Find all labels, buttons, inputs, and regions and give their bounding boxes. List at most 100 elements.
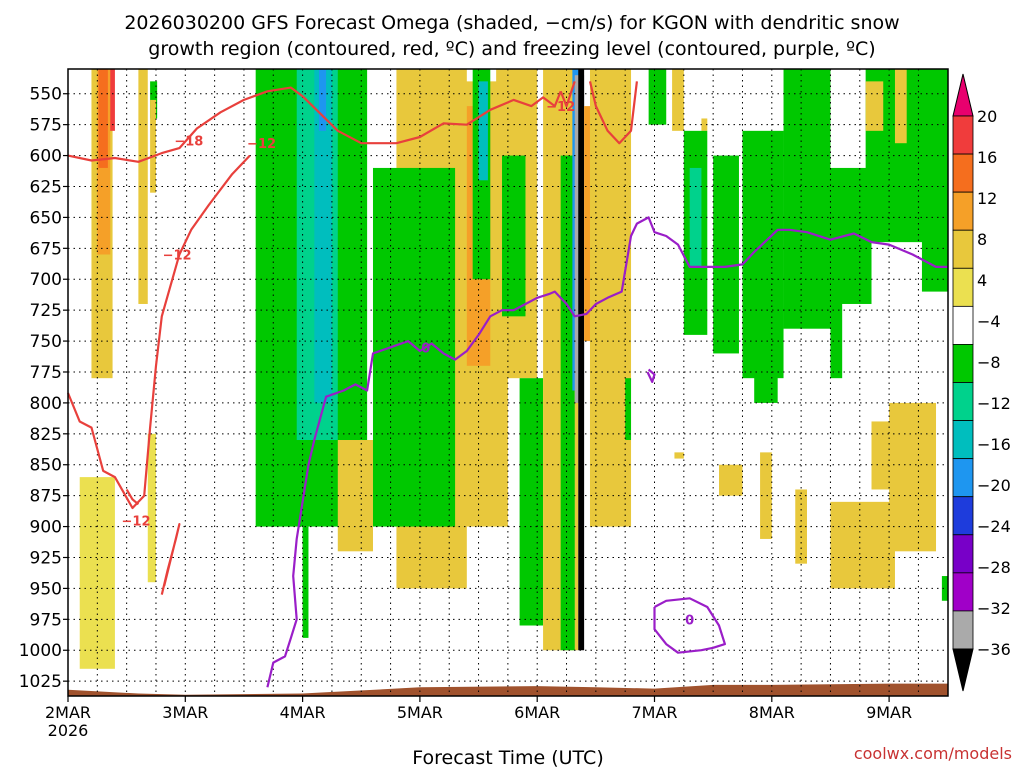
ground-layer: [68, 683, 948, 696]
omega-region-32: [648, 69, 667, 125]
freezing-contour-label-2: 0: [685, 613, 694, 628]
colorbar-swatch-7: [952, 382, 974, 421]
omega-region-3: [98, 69, 108, 168]
colorbar-label-3: 8: [977, 230, 987, 249]
y-tick-label-1: 575: [30, 116, 62, 136]
dgz-contour-label-5: −12: [546, 100, 575, 115]
omega-region-12: [319, 69, 327, 131]
chart-title-line1: 2026030200 GFS Forecast Omega (shaded, −…: [124, 12, 899, 34]
colorbar-label-9: −20: [977, 476, 1011, 495]
omega-region-7: [79, 477, 115, 669]
colorbar-label-4: 4: [977, 271, 987, 290]
plot-area: −18 −12 −12 −12 −12 0 0: [66, 68, 949, 697]
y-axis: 550 575 600 625 650 675 700 725 750 775 800 825 850 8…: [19, 85, 68, 692]
x-tick-sublabel-0: 2026: [48, 721, 89, 740]
dgz-contour-label-2: −12: [163, 249, 192, 264]
x-axis-label: Forecast Time (UTC): [412, 747, 603, 768]
colorbar-swatch-12: [952, 572, 974, 612]
colorbar-swatch-4: [952, 267, 974, 307]
x-tick-label-4: 6MAR: [514, 703, 560, 722]
ground-terrain: [68, 683, 948, 696]
colorbar-top-triangle: [952, 73, 974, 117]
dgz-contour-line-4: [160, 523, 181, 595]
colorbar-swatch-5: [952, 305, 974, 345]
omega-region-51: [760, 452, 772, 539]
omega-region-44: [865, 81, 884, 131]
colorbar-swatch-0: [952, 115, 974, 155]
dgz-contour-line-2: [66, 154, 251, 510]
omega-region-30: [589, 69, 632, 527]
chart-title-line2: growth region (contoured, red, ºC) and f…: [148, 38, 875, 60]
omega-region-4: [110, 69, 115, 131]
omega-region-50: [719, 464, 743, 496]
x-tick-label-5: 7MAR: [631, 703, 677, 722]
omega-region-37: [713, 155, 739, 354]
grid-layer: [68, 69, 948, 696]
omega-region-34: [701, 118, 708, 131]
y-tick-label-12: 850: [30, 456, 62, 476]
x-tick-label-6: 8MAR: [749, 703, 795, 722]
y-tick-label-13: 875: [30, 487, 62, 507]
colorbar-swatch-6: [952, 344, 974, 383]
colorbar-swatch-2: [952, 191, 974, 231]
y-tick-label-10: 800: [30, 394, 62, 414]
colorbar: 20 16 12 8 4 −4 −8 −12 −16 −20 −24 −28 −32 −36: [952, 73, 1011, 692]
omega-region-31: [625, 378, 632, 441]
omega-region-28: [578, 69, 585, 651]
x-tick-label-2: 4MAR: [280, 703, 326, 722]
colorbar-label-1: 16: [977, 148, 997, 167]
y-tick-label-8: 750: [30, 332, 62, 352]
freezing-contour-line-0: [266, 216, 948, 688]
dgz-contour-line-5: [559, 81, 576, 108]
omega-region-33: [672, 69, 684, 131]
y-tick-label-6: 700: [30, 270, 62, 290]
y-tick-label-17: 975: [30, 610, 62, 630]
colorbar-label-7: −12: [977, 394, 1011, 413]
omega-region-6: [150, 99, 156, 193]
colorbar-label-5: −4: [977, 312, 1001, 331]
y-tick-label-7: 725: [30, 301, 62, 321]
y-tick-label-16: 950: [30, 579, 62, 599]
y-tick-label-11: 825: [30, 425, 62, 445]
omega-region-8: [147, 433, 156, 583]
y-tick-label-19: 1025: [19, 672, 62, 692]
omega-region-45: [894, 69, 907, 144]
omega-region-39: [754, 279, 778, 403]
freezing-contour-line-1: [646, 368, 656, 383]
dgz-contour-label-3: −12: [122, 514, 151, 529]
dgz-contour-label-1: −12: [247, 137, 276, 152]
y-tick-label-0: 550: [30, 85, 62, 105]
y-tick-label-18: 1000: [19, 641, 62, 661]
omega-region-46: [921, 69, 948, 292]
freezing-contour-label-0: 0: [421, 341, 430, 356]
colorbar-swatch-11: [952, 534, 974, 574]
omega-shading-layer: [79, 69, 948, 669]
dgz-contour-line-6: [588, 81, 638, 145]
omega-region-13: [302, 526, 309, 638]
colorbar-swatch-10: [952, 496, 974, 536]
colorbar-label-13: −36: [977, 640, 1011, 659]
colorbar-swatch-13: [952, 610, 974, 650]
y-tick-label-3: 625: [30, 177, 62, 197]
y-tick-label-5: 675: [30, 239, 62, 259]
colorbar-swatch-9: [952, 458, 974, 498]
omega-region-49: [871, 421, 901, 490]
y-tick-label-2: 600: [30, 147, 62, 167]
colorbar-label-6: −8: [977, 353, 1001, 372]
dgz-contour-label-0: −18: [174, 135, 203, 150]
omega-region-40: [783, 69, 831, 329]
colorbar-bottom-triangle: [952, 648, 974, 692]
colorbar-label-11: −28: [977, 558, 1011, 577]
contour-layer: −18 −12 −12 −12 −12 0 0: [66, 81, 948, 688]
y-tick-label-9: 775: [30, 363, 62, 383]
omega-region-5: [138, 69, 148, 304]
omega-region-20: [478, 81, 488, 181]
freezing-contour-line-2: [653, 597, 726, 654]
colorbar-label-0: 20: [977, 107, 997, 126]
dgz-contour-line-1: [301, 90, 562, 145]
credit-text: coolwx.com/models: [854, 744, 1012, 763]
omega-region-22: [502, 155, 526, 317]
omega-region-54: [941, 576, 948, 601]
